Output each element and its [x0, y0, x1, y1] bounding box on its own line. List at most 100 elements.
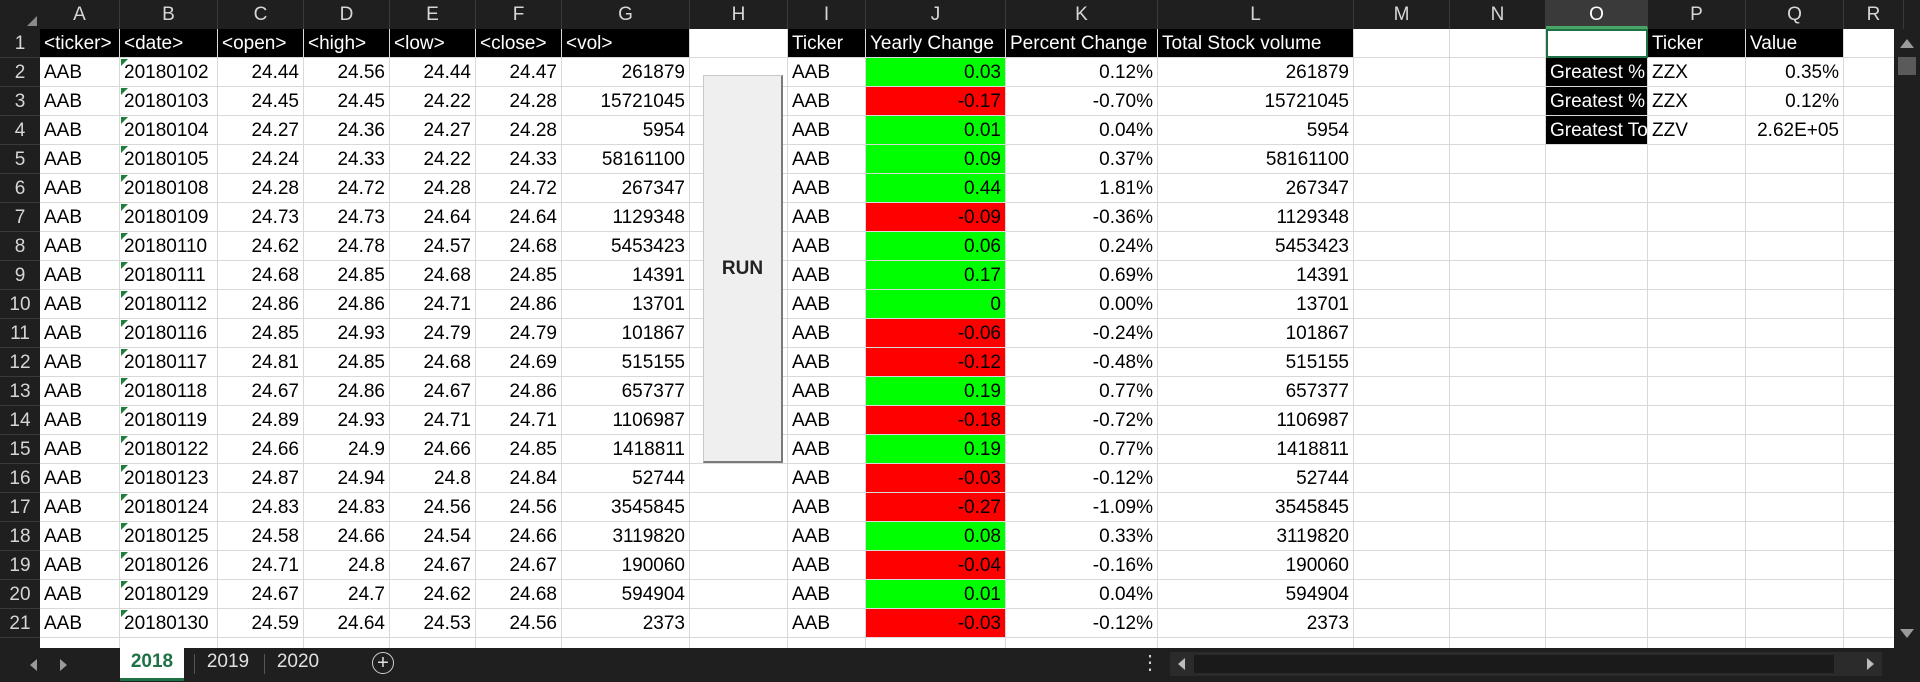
cell-ticker[interactable]: AAB — [44, 613, 83, 634]
row-header-4[interactable]: 4 — [0, 116, 40, 145]
cell-ticker[interactable]: AAB — [44, 91, 83, 112]
cell-close[interactable]: 24.67 — [509, 555, 557, 576]
row-header-12[interactable]: 12 — [0, 348, 40, 377]
cell-yearly-change[interactable]: 0.01 — [866, 116, 1005, 144]
row-header-9[interactable]: 9 — [0, 261, 40, 290]
cell-low[interactable]: 24.62 — [423, 584, 471, 605]
cell-vol[interactable]: 657377 — [621, 381, 685, 402]
row-header-19[interactable]: 19 — [0, 551, 40, 580]
cell-low[interactable]: 24.27 — [423, 120, 471, 141]
cell-low[interactable]: 24.22 — [423, 149, 471, 170]
sheet-tab-2019[interactable]: 2019 — [206, 651, 250, 672]
cell-percent-change[interactable]: 1.81% — [1099, 178, 1153, 199]
row-header-8[interactable]: 8 — [0, 232, 40, 261]
cell-ticker[interactable]: AAB — [44, 149, 83, 170]
column-header-p[interactable]: P — [1648, 0, 1746, 29]
horizontal-scrollbar[interactable] — [1170, 652, 1882, 676]
column-header-a[interactable]: A — [40, 0, 120, 29]
cell-open[interactable]: 24.59 — [251, 613, 299, 634]
cell-percent-change[interactable]: -1.09% — [1092, 497, 1153, 518]
cell-summary-ticker[interactable]: AAB — [792, 294, 831, 315]
cell-date[interactable]: 20180103 — [124, 91, 209, 112]
cell-summary-ticker[interactable]: AAB — [792, 323, 831, 344]
cell-open[interactable]: 24.58 — [251, 526, 299, 547]
cell-vol[interactable]: 52744 — [632, 468, 685, 489]
cell-close[interactable]: 24.68 — [509, 584, 557, 605]
cell-yearly-change[interactable]: 0.03 — [866, 58, 1005, 86]
column-header-n[interactable]: N — [1450, 0, 1546, 29]
summary-ticker[interactable]: ZZX — [1652, 62, 1688, 83]
cell-total-volume[interactable]: 5453423 — [1275, 236, 1349, 257]
cell-low[interactable]: 24.64 — [423, 207, 471, 228]
cell-ticker[interactable]: AAB — [44, 236, 83, 257]
cell-percent-change[interactable]: -0.70% — [1092, 91, 1153, 112]
cell-vol[interactable]: 267347 — [621, 178, 685, 199]
header-cell-total-volume[interactable]: Total Stock volume — [1158, 29, 1353, 57]
scroll-up-icon[interactable] — [1900, 39, 1914, 48]
row-header-16[interactable]: 16 — [0, 464, 40, 493]
column-header-o[interactable]: O — [1546, 0, 1648, 29]
cell-close[interactable]: 24.56 — [509, 613, 557, 634]
scroll-left-icon[interactable] — [1178, 658, 1185, 670]
cell-date[interactable]: 20180104 — [124, 120, 209, 141]
cell-vol[interactable]: 261879 — [621, 62, 685, 83]
header-cell-ticker[interactable]: <ticker> — [40, 29, 119, 57]
cell-vol[interactable]: 2373 — [642, 613, 685, 634]
cell-open[interactable]: 24.27 — [251, 120, 299, 141]
cell-ticker[interactable]: AAB — [44, 526, 83, 547]
cell-high[interactable]: 24.7 — [348, 584, 385, 605]
row-header-20[interactable]: 20 — [0, 580, 40, 609]
cell-close[interactable]: 24.79 — [509, 323, 557, 344]
cell-yearly-change[interactable]: -0.04 — [866, 551, 1005, 579]
cell-percent-change[interactable]: -0.12% — [1092, 613, 1153, 634]
cell-summary-ticker[interactable]: AAB — [792, 265, 831, 286]
cell-summary-ticker[interactable]: AAB — [792, 178, 831, 199]
cell-high[interactable]: 24.9 — [348, 439, 385, 460]
cell-close[interactable]: 24.28 — [509, 91, 557, 112]
cell-total-volume[interactable]: 267347 — [1285, 178, 1349, 199]
cell-summary-ticker[interactable]: AAB — [792, 120, 831, 141]
column-header-g[interactable]: G — [562, 0, 690, 29]
cell-close[interactable]: 24.56 — [509, 497, 557, 518]
cell-open[interactable]: 24.87 — [251, 468, 299, 489]
cell-date[interactable]: 20180125 — [124, 526, 209, 547]
cell-percent-change[interactable]: 0.12% — [1099, 62, 1153, 83]
more-options-icon[interactable]: ⋮ — [1140, 652, 1160, 674]
cell-date[interactable]: 20180123 — [124, 468, 209, 489]
cell-total-volume[interactable]: 515155 — [1285, 352, 1349, 373]
cell-low[interactable]: 24.56 — [423, 497, 471, 518]
cell-high[interactable]: 24.78 — [337, 236, 385, 257]
cell-vol[interactable]: 3119820 — [612, 526, 685, 547]
cell-low[interactable]: 24.79 — [423, 323, 471, 344]
cell-open[interactable]: 24.44 — [251, 62, 299, 83]
sheet-tab-2020[interactable]: 2020 — [276, 651, 320, 672]
cell-percent-change[interactable]: 0.77% — [1099, 381, 1153, 402]
header-cell-high[interactable]: <high> — [304, 29, 389, 57]
cell-yearly-change[interactable]: 0.44 — [866, 174, 1005, 202]
cell-date[interactable]: 20180119 — [124, 410, 208, 431]
cell-percent-change[interactable]: 0.69% — [1099, 265, 1153, 286]
column-header-c[interactable]: C — [218, 0, 304, 29]
cell-low[interactable]: 24.28 — [423, 178, 471, 199]
cell-summary-ticker[interactable]: AAB — [792, 468, 831, 489]
cell-ticker[interactable]: AAB — [44, 323, 83, 344]
summary-ticker-header[interactable]: Ticker — [1648, 29, 1745, 57]
cell-total-volume[interactable]: 5954 — [1306, 120, 1349, 141]
cell-percent-change[interactable]: -0.24% — [1092, 323, 1153, 344]
cell-open[interactable]: 24.66 — [251, 439, 299, 460]
cell-close[interactable]: 24.47 — [509, 62, 557, 83]
header-cell-yearly-change[interactable]: Yearly Change — [866, 29, 1005, 57]
row-header-11[interactable]: 11 — [0, 319, 40, 348]
cell-summary-ticker[interactable]: AAB — [792, 352, 831, 373]
cell-date[interactable]: 20180109 — [124, 207, 209, 228]
cell-high[interactable]: 24.86 — [337, 381, 385, 402]
header-cell-open[interactable]: <open> — [218, 29, 303, 57]
vertical-scrollbar[interactable] — [1894, 29, 1920, 648]
cell-high[interactable]: 24.36 — [337, 120, 385, 141]
cell-yearly-change[interactable]: -0.06 — [866, 319, 1005, 347]
cell-close[interactable]: 24.72 — [509, 178, 557, 199]
cell-total-volume[interactable]: 1418811 — [1276, 439, 1349, 460]
selected-cell-o1[interactable] — [1546, 29, 1648, 58]
summary-value-header[interactable]: Value — [1746, 29, 1843, 57]
cell-high[interactable]: 24.86 — [337, 294, 385, 315]
